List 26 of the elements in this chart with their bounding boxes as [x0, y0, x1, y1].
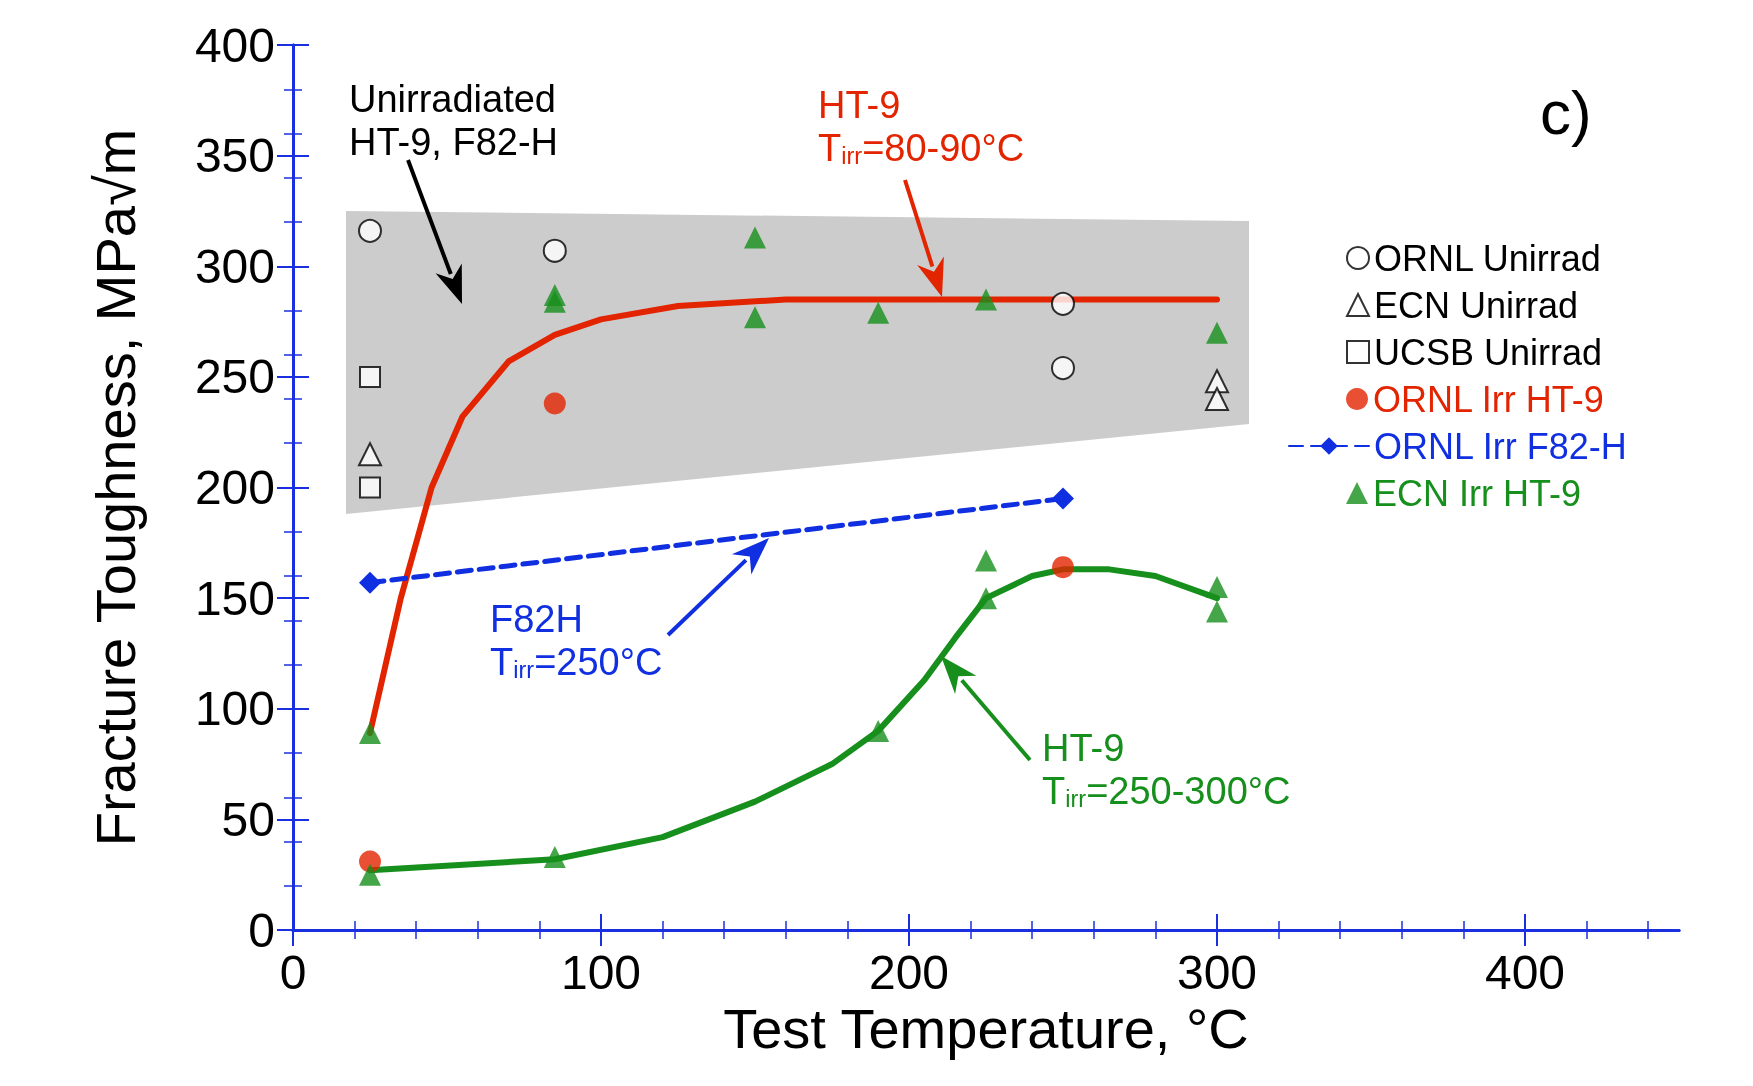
legend-label: ECN Irr HT-9 [1373, 472, 1582, 514]
y-tick-label: 400 [194, 18, 275, 72]
annotation: Unirradiated HT-9, F82-H [349, 78, 559, 163]
annotation: HT-9 Tirr=80-90°C [818, 84, 1025, 170]
x-tick-label: 100 [560, 945, 642, 999]
y-tick-label: 0 [248, 903, 275, 957]
legend-label: ORNL Irr HT-9 [1373, 378, 1604, 420]
y-tick-label: 150 [194, 571, 275, 625]
legend-label: ORNL Irr F82-H [1374, 425, 1627, 467]
legend-label: UCSB Unirrad [1374, 331, 1603, 373]
annotation: HT-9 Tirr=250-300°C [1042, 727, 1291, 813]
legend-label: ECN Unirrad [1374, 284, 1579, 326]
legend-label: ORNL Unirrad [1374, 237, 1601, 279]
annotation: F82H Tirr=250°C [490, 598, 663, 684]
x-axis-title: Test Temperature, °C [723, 997, 1249, 1061]
y-tick-label: 50 [221, 792, 275, 846]
y-axis-title: Fracture Toughness, MPa√m [83, 128, 147, 847]
annotation: c) [1540, 78, 1592, 148]
y-tick-label: 100 [194, 682, 275, 736]
y-tick-label: 350 [194, 129, 275, 183]
x-tick-label: 300 [1176, 945, 1258, 999]
y-tick-label: 200 [194, 461, 275, 514]
y-tick-label: 250 [194, 350, 275, 404]
x-tick-label: 400 [1484, 945, 1566, 999]
y-tick-label: 300 [194, 239, 275, 293]
x-tick-label: 200 [868, 945, 950, 999]
